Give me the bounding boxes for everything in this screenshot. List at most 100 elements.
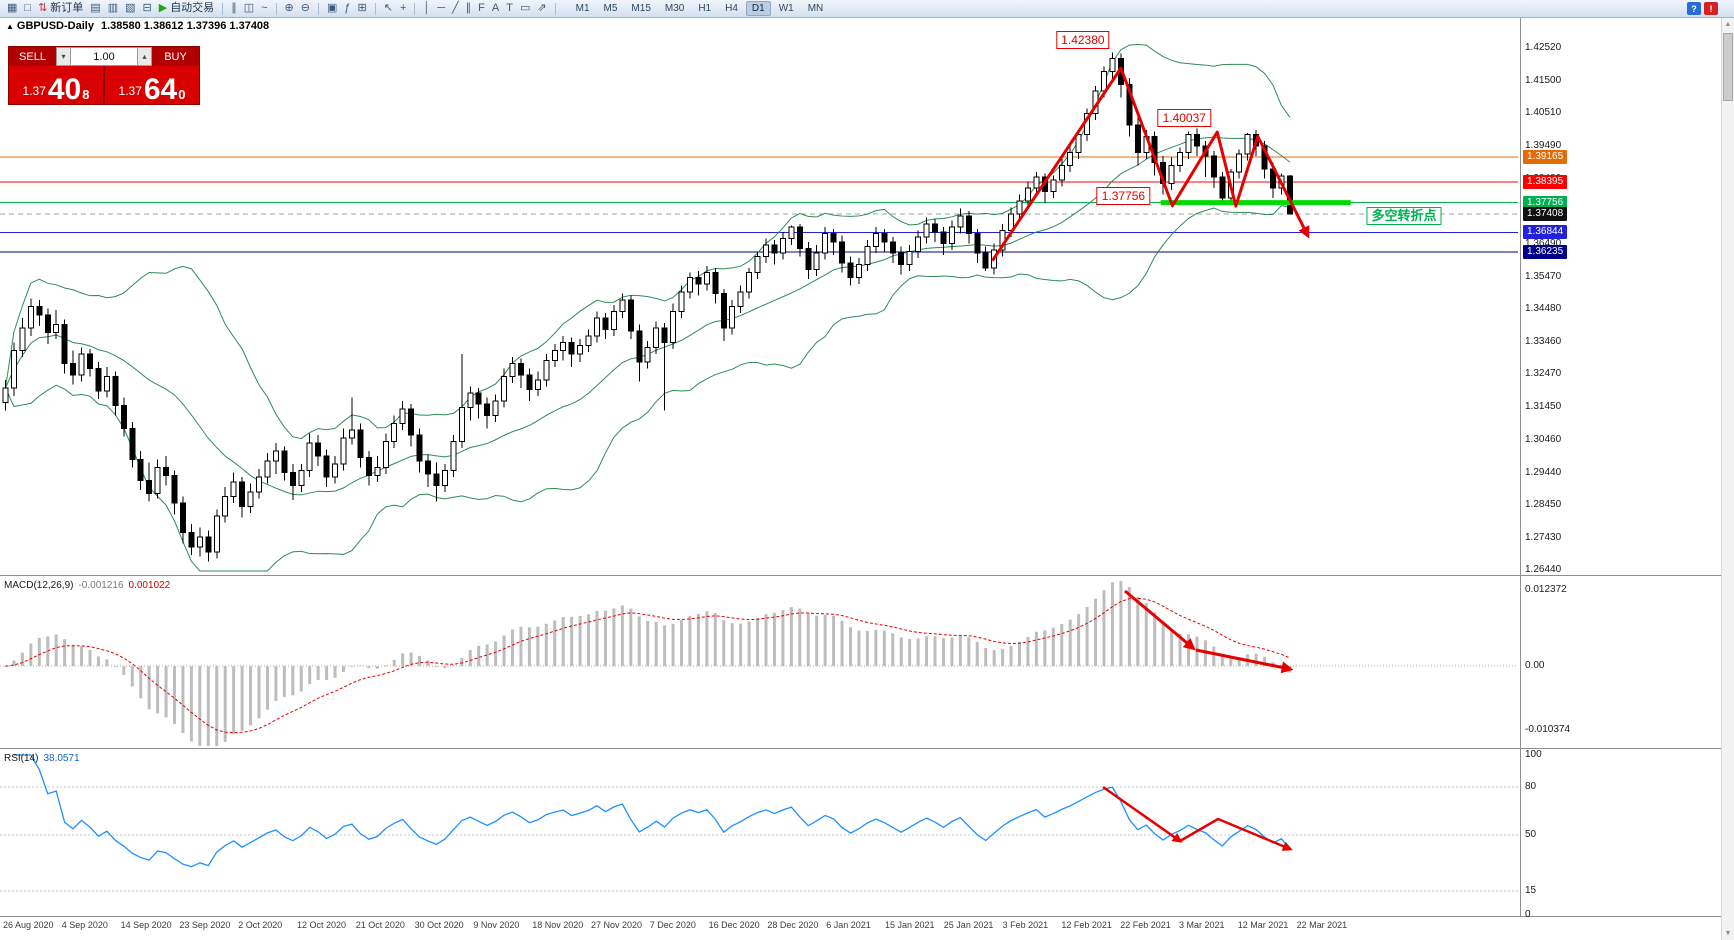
trade-panel-divider xyxy=(103,66,105,104)
new-order-button-label: 新订单 xyxy=(50,2,84,14)
price-level-label: 1.38395 xyxy=(1523,174,1568,189)
buy-price-button[interactable]: 1.37 64 0 xyxy=(105,66,199,104)
macd-panel-divider[interactable] xyxy=(0,575,1734,576)
axis-scale-label: 50 xyxy=(1525,829,1537,840)
date-axis: 26 Aug 2020 4 Sep 2020 14 Sep 2020 23 Sep 2… xyxy=(0,920,1520,934)
channel-icon[interactable]: ∥ xyxy=(463,1,475,16)
arrows-icon: ⇗ xyxy=(537,2,547,14)
axis-scale-label: 15 xyxy=(1525,885,1537,896)
profiles-icon[interactable]: □ xyxy=(21,1,34,16)
zoom-out-icon: ⊖ xyxy=(300,2,310,14)
peak-price-label[interactable]: 1.42380 xyxy=(1056,31,1110,50)
date-label: 7 Dec 2020 xyxy=(649,920,696,930)
charts-icon[interactable]: ▦ xyxy=(4,1,20,16)
zoom-in-icon[interactable]: ⊕ xyxy=(282,1,297,16)
scroll-up-button[interactable]: ▲ xyxy=(1724,21,1732,28)
line-chart-icon: ~ xyxy=(261,2,268,14)
price-level-label: 1.39165 xyxy=(1523,149,1568,164)
timeframe-w1[interactable]: W1 xyxy=(778,3,794,14)
arrows-icon[interactable]: ⇗ xyxy=(534,1,549,16)
horizontal-line-icon[interactable]: ─ xyxy=(434,1,448,16)
date-label: 28 Dec 2020 xyxy=(767,920,819,930)
date-label: 26 Aug 2020 xyxy=(3,920,54,930)
axis-scale-label: 1.35470 xyxy=(1525,270,1562,282)
symbol-name: GBPUSD-Daily xyxy=(16,20,94,32)
scroll-down-button[interactable]: ▼ xyxy=(1724,930,1732,937)
market-watch-icon[interactable]: ▤ xyxy=(87,1,103,16)
axis-scale-label: 1.40510 xyxy=(1525,107,1562,119)
support-price-label[interactable]: 1.37756 xyxy=(1096,187,1151,206)
lot-decrease-button[interactable]: ▾ xyxy=(56,47,71,66)
main-price-chart[interactable] xyxy=(0,18,1520,575)
new-window-icon[interactable]: ⊞ xyxy=(355,1,370,16)
timeframe-d1[interactable]: D1 xyxy=(745,1,771,16)
secondary-peak-label[interactable]: 1.40037 xyxy=(1157,109,1211,128)
date-label: 21 Oct 2020 xyxy=(355,920,405,930)
sell-button[interactable]: SELL xyxy=(9,47,56,66)
indicators-icon[interactable]: ƒ xyxy=(341,1,353,16)
buy-price-big: 64 xyxy=(143,72,178,106)
turning-point-note[interactable]: 多空转折点 xyxy=(1366,207,1442,226)
trendline-icon[interactable]: ╱ xyxy=(449,1,462,16)
label-icon[interactable]: T xyxy=(503,1,516,16)
timeframe-h1[interactable]: H1 xyxy=(698,3,712,14)
lot-size-input[interactable] xyxy=(71,47,137,66)
axis-scale-label: 80 xyxy=(1525,781,1537,792)
chart-title: ▲ GBPUSD-Daily 1.38580 1.38612 1.37396 1.3… xyxy=(6,20,269,32)
autotrade-button[interactable]: ▶ 自动交易 xyxy=(156,1,217,16)
rsi-panel-divider[interactable] xyxy=(0,748,1734,749)
tile-windows-icon[interactable]: ▣ xyxy=(324,1,340,16)
timeframe-mn[interactable]: MN xyxy=(807,3,824,14)
axis-scale-label: 1.36490 xyxy=(1525,237,1562,249)
vertical-line-icon[interactable]: │ xyxy=(420,1,433,16)
axis-scale-label: 1.42520 xyxy=(1525,42,1562,53)
timeframe-h4[interactable]: H4 xyxy=(725,3,738,14)
navigator-icon: ▧ xyxy=(125,2,136,14)
axis-scale-label: 1.30460 xyxy=(1525,433,1562,445)
cursor-icon: ↖ xyxy=(383,2,393,14)
cursor-icon[interactable]: ↖ xyxy=(381,1,396,16)
buy-price-pip: 0 xyxy=(178,87,186,102)
help-icon[interactable]: ? xyxy=(1687,2,1701,15)
axis-scale-label: 1.41500 xyxy=(1525,75,1562,87)
indicators-icon: ƒ xyxy=(344,2,351,14)
line-chart-icon[interactable]: ~ xyxy=(258,1,270,16)
date-label: 3 Feb 2021 xyxy=(1002,920,1049,930)
timeframe-m15[interactable]: M15 xyxy=(631,3,651,14)
scrollbar-thumb[interactable] xyxy=(1723,33,1733,101)
axis-scale-label: 1.32470 xyxy=(1525,368,1562,380)
terminal-icon[interactable]: ⊟ xyxy=(140,1,155,16)
navigator-icon[interactable]: ▧ xyxy=(122,1,138,16)
market-watch-icon: ▤ xyxy=(90,2,101,14)
axis-scale-label: 0.00 xyxy=(1525,660,1545,672)
sell-price-button[interactable]: 1.37 40 8 xyxy=(9,66,103,104)
timeframe-m30[interactable]: M30 xyxy=(664,3,685,14)
text-icon[interactable]: A xyxy=(489,1,502,16)
macd-signal-value: 0.001022 xyxy=(128,580,171,591)
candles-chart-icon[interactable]: ◫ xyxy=(241,1,257,16)
timeframe-m1[interactable]: M1 xyxy=(575,3,590,14)
vertical-scrollbar[interactable]: ▲ ▼ xyxy=(1721,18,1734,940)
buy-button[interactable]: BUY xyxy=(152,47,199,66)
crosshair-icon[interactable]: + xyxy=(397,1,409,16)
macd-panel[interactable] xyxy=(0,578,1520,748)
axis-scale-label: 100 xyxy=(1525,749,1542,760)
rsi-panel[interactable] xyxy=(0,751,1520,916)
date-label: 22 Feb 2021 xyxy=(1120,920,1171,930)
new-order-button: ⇅ xyxy=(38,2,48,14)
toolbar-separator xyxy=(275,2,277,15)
new-order-button[interactable]: ⇅ 新订单 xyxy=(35,1,86,16)
toolbar-separator xyxy=(414,2,416,15)
shapes-icon: ▭ xyxy=(519,2,531,14)
timeframe-m5[interactable]: M5 xyxy=(603,3,618,14)
data-window-icon[interactable]: ▥ xyxy=(105,1,121,16)
chart-title-marker-icon: ▲ xyxy=(6,22,14,31)
zoom-out-icon[interactable]: ⊖ xyxy=(298,1,313,16)
macd-value: -0.001216 xyxy=(78,580,124,591)
alert-icon[interactable]: ! xyxy=(1704,2,1718,15)
bars-chart-icon[interactable]: ∥ xyxy=(228,1,240,16)
fibonacci-icon[interactable]: F xyxy=(475,1,488,16)
lot-increase-button[interactable]: ▴ xyxy=(137,47,152,66)
shapes-icon[interactable]: ▭ xyxy=(517,1,533,16)
macd-label: MACD(12,26,9) -0.001216 0.001022 xyxy=(4,580,170,591)
